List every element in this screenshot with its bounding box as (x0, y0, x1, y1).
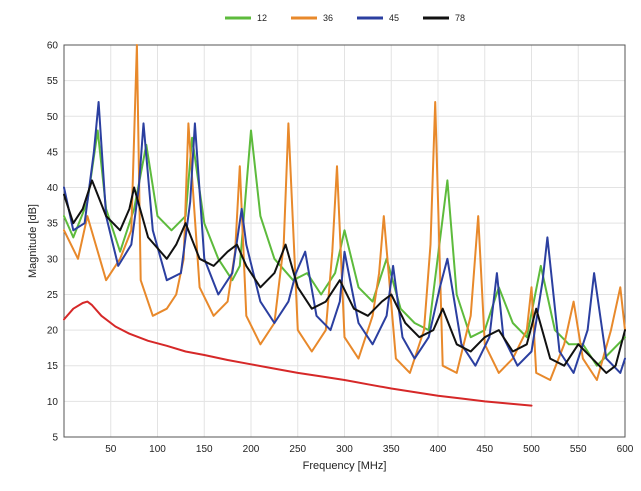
series-line-78 (63, 179, 626, 374)
y-axis-title: Magnitude [dB] (27, 204, 39, 278)
series-line-4 (63, 300, 533, 407)
x-tick-label: 600 (617, 444, 634, 455)
grid (64, 44, 626, 438)
x-tick-label: 100 (149, 444, 166, 455)
series-group (63, 44, 626, 407)
y-tick-label: 55 (47, 76, 59, 87)
y-tick-label: 10 (47, 397, 59, 408)
x-tick-label: 250 (289, 444, 306, 455)
plot-frame (63, 44, 626, 438)
x-tick-label: 150 (196, 444, 213, 455)
x-tick-label: 200 (243, 444, 260, 455)
y-tick-label: 35 (47, 219, 59, 230)
x-tick-label: 450 (476, 444, 493, 455)
x-tick-label: 400 (430, 444, 447, 455)
series-line-45 (63, 101, 626, 374)
legend-label-12: 12 (257, 13, 267, 23)
x-tick-label: 550 (570, 444, 587, 455)
x-tick-label: 50 (105, 444, 117, 455)
y-tick-label: 5 (52, 433, 58, 444)
y-tick-label: 40 (47, 183, 59, 194)
y-tick-label: 50 (47, 112, 59, 123)
legend: 12 36 45 78 (225, 13, 465, 23)
legend-label-78: 78 (455, 13, 465, 23)
y-tick-label: 45 (47, 147, 59, 158)
y-axis-ticks: 5 10 15 20 25 30 35 40 45 50 55 60 (47, 41, 59, 444)
legend-label-45: 45 (389, 13, 399, 23)
y-tick-label: 15 (47, 361, 59, 372)
y-tick-label: 20 (47, 326, 59, 337)
y-tick-label: 60 (47, 41, 59, 52)
legend-label-36: 36 (323, 13, 333, 23)
y-tick-label: 25 (47, 290, 59, 301)
x-tick-label: 350 (383, 444, 400, 455)
y-tick-label: 30 (47, 254, 59, 265)
x-axis-title: Frequency [MHz] (303, 460, 387, 472)
x-tick-label: 300 (336, 444, 353, 455)
x-axis-ticks: 50 100 150 200 250 300 350 400 450 500 550 600 (105, 444, 634, 455)
series-line-36 (63, 44, 626, 381)
x-tick-label: 500 (523, 444, 540, 455)
